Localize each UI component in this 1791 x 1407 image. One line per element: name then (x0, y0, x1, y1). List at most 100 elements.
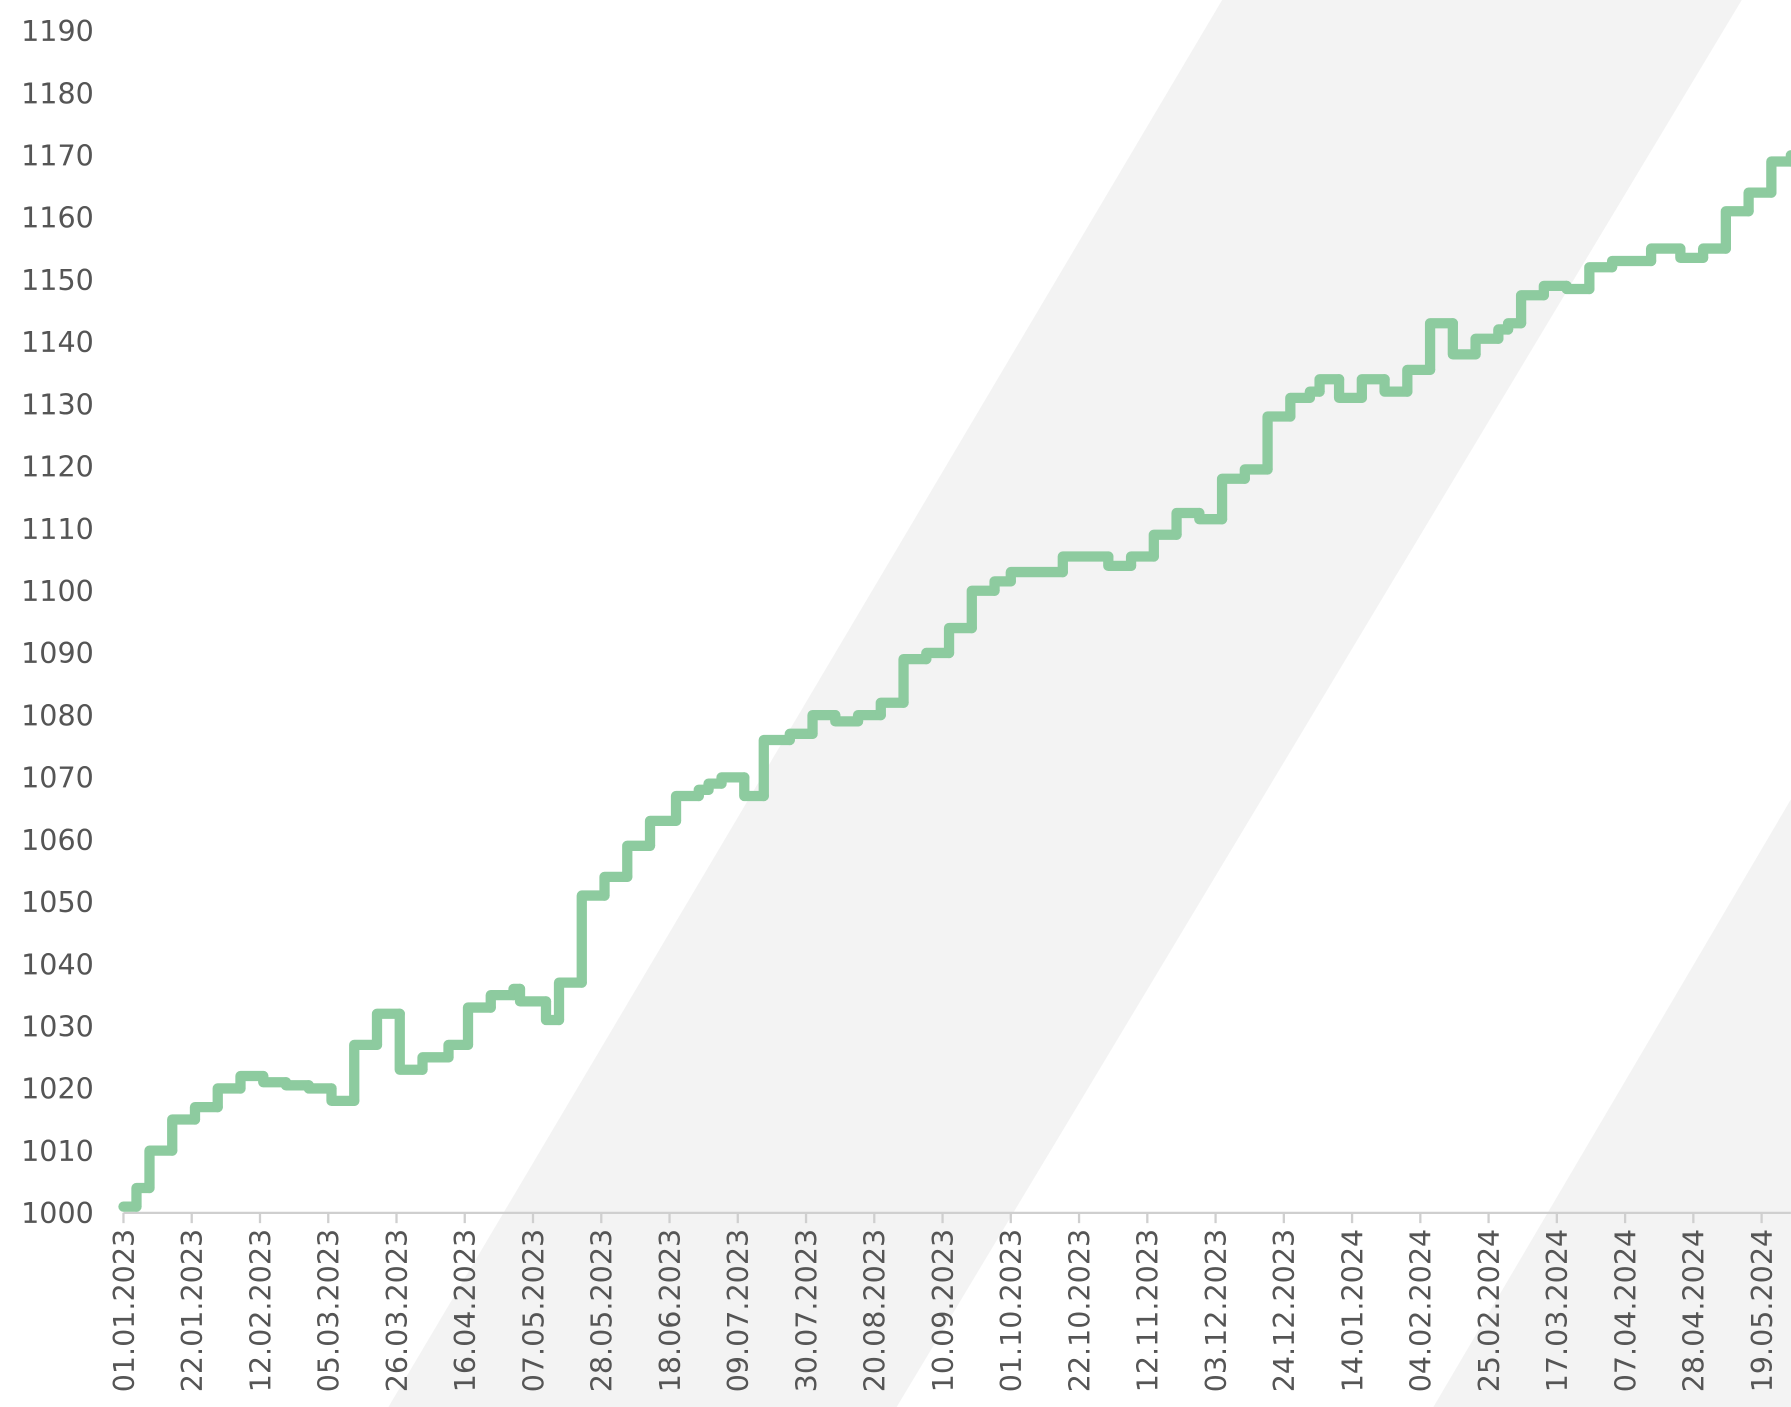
x-tick-label: 07.05.2023 (516, 1229, 550, 1392)
y-tick-label: 1180 (21, 76, 94, 110)
step-segment (784, 728, 818, 746)
step-segment (807, 710, 841, 739)
step-segment (758, 734, 795, 802)
step-segment (1333, 374, 1367, 404)
y-tick-label: 1080 (21, 698, 94, 732)
x-tick-label: 04.02.2024 (1404, 1229, 1438, 1392)
step-segment (1005, 566, 1068, 587)
step-segment (349, 1039, 383, 1107)
step-segment (1424, 318, 1458, 376)
x-tick-label: 07.04.2024 (1608, 1229, 1642, 1392)
step-segment (1125, 551, 1159, 571)
step-segment (1216, 473, 1250, 525)
step-segment (830, 710, 864, 727)
y-tick-label: 1120 (21, 450, 94, 484)
step-segment (1697, 243, 1731, 264)
y-tick-label: 1070 (21, 761, 94, 795)
background-bands (388, 0, 1791, 1407)
y-tick-label: 1140 (21, 325, 94, 359)
y-tick-label: 1170 (21, 139, 94, 173)
step-segment (394, 1008, 428, 1075)
x-tick-label: 05.03.2023 (312, 1229, 346, 1392)
band (388, 0, 1742, 1407)
x-tick-label: 12.02.2023 (243, 1229, 277, 1392)
step-segment (443, 1039, 474, 1063)
x-tick-label: 30.07.2023 (789, 1229, 823, 1392)
x-tick-label: 25.02.2024 (1472, 1229, 1506, 1392)
x-tick-label: 14.01.2024 (1335, 1229, 1369, 1392)
x-tick-label: 28.05.2023 (585, 1229, 619, 1392)
step-segment (875, 697, 909, 721)
step-segment (966, 585, 1000, 634)
step-segment (1171, 507, 1205, 540)
step-segment (280, 1077, 314, 1091)
x-tick-label: 17.03.2024 (1540, 1229, 1574, 1392)
step-segment (1262, 411, 1296, 475)
step-segment (258, 1070, 292, 1088)
step-segment (1194, 507, 1228, 525)
step-segment (1766, 156, 1791, 198)
step-segment (1239, 464, 1273, 484)
step-segment (576, 890, 610, 988)
y-tick-label: 1050 (21, 885, 94, 919)
x-tick-label: 01.01.2023 (107, 1229, 141, 1392)
step-segment (1584, 262, 1618, 295)
x-tick-label: 26.03.2023 (380, 1229, 414, 1392)
step-segment (1148, 529, 1182, 562)
step-segment (553, 977, 587, 1026)
step-segment (1057, 551, 1114, 578)
step-segment (371, 1008, 405, 1051)
step-segment (189, 1101, 223, 1125)
step-segment (235, 1070, 269, 1094)
x-tick-label: 10.09.2023 (926, 1229, 960, 1392)
step-segment (670, 790, 704, 827)
step-segment (1356, 374, 1390, 404)
y-tick-label: 1030 (21, 1009, 94, 1043)
x-tick-label: 20.08.2023 (858, 1229, 892, 1392)
step-segment (1720, 206, 1754, 254)
step-segment (1675, 243, 1709, 264)
step-segment (1470, 333, 1504, 360)
step-segment (943, 622, 977, 659)
step-segment (1743, 187, 1777, 217)
step-segment (644, 815, 682, 851)
y-tick-label: 1100 (21, 574, 94, 608)
y-tick-label: 1130 (21, 387, 94, 421)
step-segment (716, 772, 750, 789)
step-segment (485, 989, 519, 1013)
step-segment (898, 654, 932, 708)
x-tick-label: 24.12.2023 (1267, 1229, 1301, 1392)
step-segment (212, 1083, 246, 1113)
y-tick-label: 1000 (21, 1196, 94, 1230)
step-segment (622, 840, 656, 883)
x-tick-label: 18.06.2023 (653, 1229, 687, 1392)
step-segment (1314, 374, 1345, 397)
x-tick-label: 28.04.2024 (1677, 1229, 1711, 1392)
y-tick-label: 1040 (21, 947, 94, 981)
step-segment (1561, 280, 1595, 295)
y-tick-label: 1160 (21, 201, 94, 235)
band (1433, 799, 1791, 1407)
x-tick-label: 19.05.2024 (1745, 1229, 1779, 1392)
step-segment (1285, 392, 1315, 422)
step-segment (1103, 551, 1137, 571)
step-segment (921, 647, 955, 665)
step-segment (1606, 255, 1657, 273)
x-tick-label: 16.04.2023 (448, 1229, 482, 1392)
x-tick-label: 09.07.2023 (721, 1229, 755, 1392)
step-segment (599, 871, 633, 901)
step-segment (514, 983, 552, 1007)
y-tick-label: 1090 (21, 636, 94, 670)
y-tick-label: 1060 (21, 823, 94, 857)
x-tick-label: 01.10.2023 (994, 1229, 1028, 1392)
y-tick-label: 1020 (21, 1072, 94, 1106)
y-tick-label: 1150 (21, 263, 94, 297)
x-tick-label: 03.12.2023 (1199, 1229, 1233, 1392)
step-segment (1515, 290, 1549, 329)
step-segment (1538, 280, 1572, 301)
x-tick-label: 22.10.2023 (1062, 1229, 1096, 1392)
step-segment (1447, 318, 1481, 360)
y-tick-label: 1110 (21, 512, 94, 546)
